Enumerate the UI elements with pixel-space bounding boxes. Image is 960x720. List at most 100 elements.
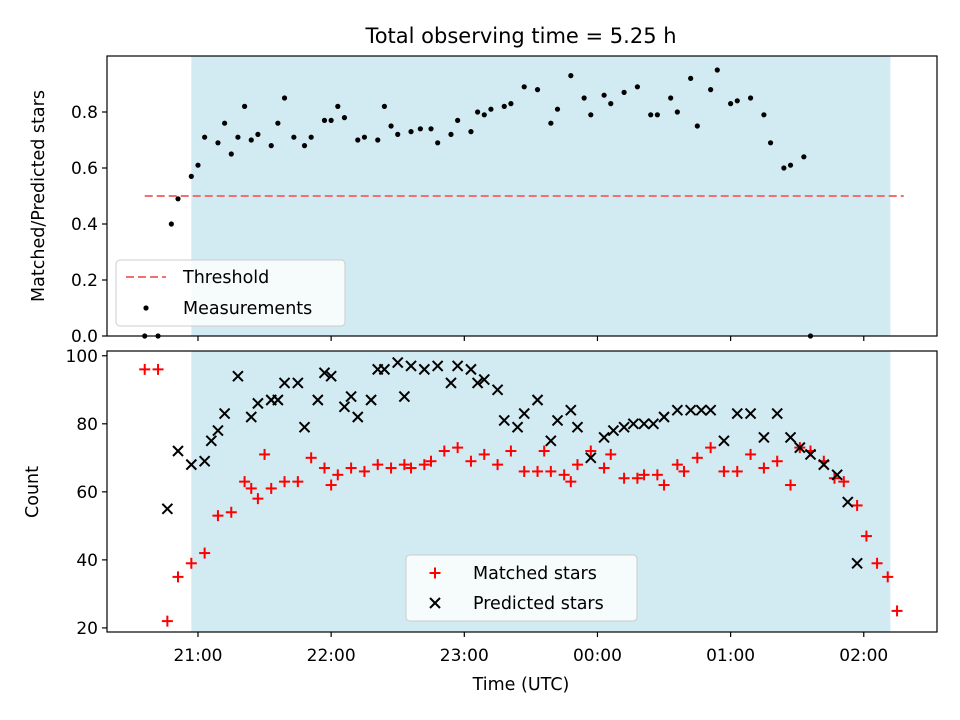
matched-star-point: [571, 459, 583, 471]
matched-star-point: [851, 499, 863, 511]
measurement-point: [468, 129, 474, 135]
matched-star-point: [505, 445, 517, 457]
matched-star-point: [305, 452, 317, 464]
matched-star-point: [532, 465, 544, 477]
measurement-point: [175, 196, 181, 202]
measurement-point: [228, 151, 234, 157]
matched-star-point: [332, 469, 344, 481]
measurement-point: [734, 98, 740, 104]
x-axis-label: Time (UTC): [472, 675, 570, 695]
predicted-star-point: [378, 363, 391, 376]
y-tick-label: 0.8: [71, 103, 98, 123]
predicted-star-point: [161, 503, 174, 515]
measurement-point: [188, 173, 194, 179]
y-tick-label: 60: [76, 483, 98, 503]
y-tick-label: 0.4: [71, 215, 98, 235]
matched-star-point: [292, 476, 304, 488]
predicted-star-point: [365, 394, 377, 406]
measurement-point: [202, 134, 208, 140]
measurement-point: [654, 112, 660, 118]
ratio-panel: 0.0 0.2 0.4 0.6 0.8 Threshold Measurements: [71, 55, 938, 347]
matched-star-point: [605, 448, 617, 460]
predicted-star-point: [298, 421, 311, 433]
predicted-star-point: [671, 404, 684, 416]
measurement-point: [355, 137, 361, 143]
matched-star-point: [558, 469, 570, 481]
measurement-point: [168, 221, 174, 227]
matched-star-point: [452, 442, 464, 454]
predicted-star-point: [551, 414, 564, 427]
predicted-star-point: [478, 373, 490, 386]
measurement-point: [291, 134, 297, 140]
measurement-point: [714, 67, 720, 73]
predicted-star-point: [618, 421, 630, 433]
axes-frame: [106, 55, 938, 337]
matched-star-point: [199, 547, 211, 559]
matched-star-point: [585, 445, 597, 457]
count-panel: 20 40 60 80 100 21:00 22:00 23:00 00:00 01:00 02:0…: [66, 347, 938, 666]
matched-star-point: [882, 571, 894, 583]
predicted-star-point: [418, 363, 431, 376]
legend: Matched stars Predicted stars: [405, 554, 638, 622]
matched-star-point: [518, 465, 530, 477]
predicted-star-point: [465, 363, 477, 376]
measurement-point: [481, 112, 487, 118]
predicted-star-point: [345, 390, 357, 403]
matched-star-point: [185, 557, 197, 569]
matched-star-point: [492, 459, 504, 471]
predicted-star-point: [491, 384, 504, 396]
measurement-point: [475, 109, 481, 115]
predicted-star-point: [312, 394, 324, 406]
legend: Threshold Measurements: [115, 259, 346, 327]
predicted-star-point: [627, 418, 640, 430]
predicted-star-point: [252, 397, 264, 410]
predicted-star-point: [607, 424, 620, 437]
measurement-point: [335, 103, 341, 109]
predicted-star-point: [325, 370, 337, 382]
measurement-point: [417, 126, 423, 132]
measurement-point: [747, 95, 754, 101]
series-layer: [142, 67, 814, 339]
measurement-point: [581, 95, 587, 101]
measurement-point: [508, 101, 514, 107]
measurement-point: [328, 117, 334, 123]
matched-star-point: [152, 363, 164, 375]
measurement-point: [634, 84, 640, 90]
predicted-star-point: [272, 394, 284, 406]
measurement-point: [668, 95, 674, 101]
measurement-point: [255, 131, 261, 137]
y-tick-label: 40: [76, 551, 98, 571]
measurement-point: [767, 140, 774, 146]
legend-matched-label: Matched stars: [473, 564, 597, 584]
matched-star-point: [212, 510, 224, 522]
measurement-point: [281, 95, 288, 101]
predicted-star-point: [784, 431, 797, 444]
matched-star-point: [265, 482, 277, 494]
x-tick-label: 00:00: [573, 646, 622, 666]
matched-star-point: [398, 459, 410, 471]
predicted-star-point: [392, 356, 404, 369]
predicted-star-point: [695, 404, 708, 416]
matched-star-point: [438, 445, 450, 457]
predicted-star-point: [647, 418, 660, 430]
measurement-point: [395, 131, 401, 137]
matched-star-point: [785, 479, 797, 491]
predicted-star-point: [278, 377, 291, 389]
series-layer: [139, 356, 903, 627]
y-axis-label-ratio: Matched/Predicted stars: [29, 90, 49, 302]
measurement-point: [275, 120, 281, 126]
matched-star-point: [538, 445, 550, 457]
matched-star-point: [325, 479, 337, 491]
predicted-star-point: [352, 411, 364, 423]
matched-star-point: [161, 615, 173, 627]
matched-star-point: [678, 465, 690, 477]
predicted-star-point: [205, 435, 218, 447]
matched-star-point: [372, 459, 384, 471]
matched-star-point: [465, 455, 477, 467]
legend-predicted-swatch: [429, 597, 441, 609]
predicted-star-point: [794, 441, 806, 454]
measurement-point: [648, 112, 654, 118]
measurement-point: [448, 131, 454, 137]
predicted-star-point: [451, 360, 464, 372]
measurement-point: [588, 112, 594, 118]
